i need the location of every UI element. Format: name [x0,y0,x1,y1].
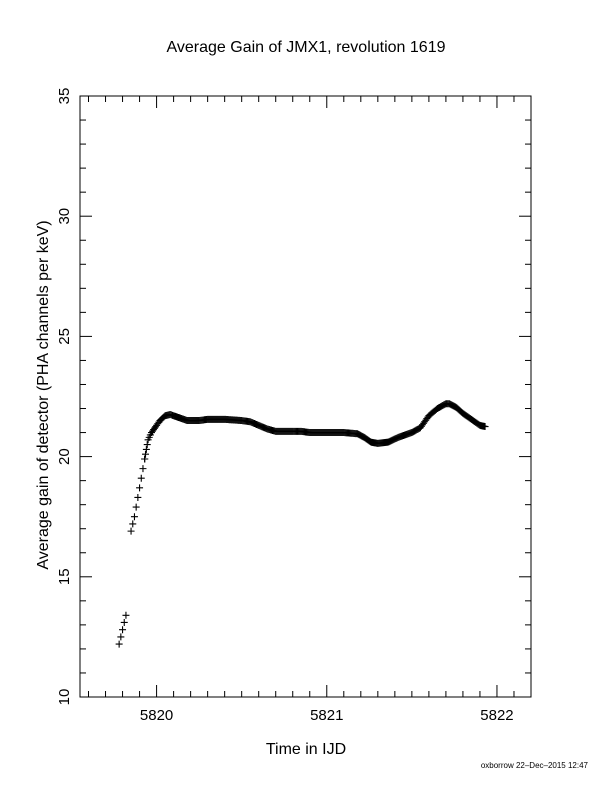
y-tick-label: 25 [56,328,73,345]
y-tick-label: 10 [56,689,73,706]
data-point [117,633,125,641]
data-point [137,474,145,482]
y-tick-label: 20 [56,448,73,465]
data-point [129,520,137,528]
y-axis-label: Average gain of detector (PHA channels p… [35,220,52,569]
y-tick-label: 15 [56,568,73,585]
data-point [122,611,130,619]
data-point [142,450,150,458]
data-point [127,527,135,535]
data-points [115,400,489,648]
data-point [120,618,128,626]
footer-stamp: oxborrow 22–Dec–2015 12:47 [481,761,589,770]
data-point [130,513,138,521]
data-point [143,441,151,449]
x-tick-label: 5820 [140,707,173,724]
x-tick-label: 5821 [310,707,343,724]
data-point [115,640,123,648]
data-point [481,423,489,431]
data-point [132,503,140,511]
data-point [119,626,127,634]
y-tick-label: 30 [56,208,73,225]
plot-frame [79,95,532,698]
data-point [142,445,150,453]
data-point [139,465,147,473]
data-point [134,493,142,501]
axis-ticks [80,95,532,698]
x-axis-label: Time in IJD [266,741,346,758]
x-tick-label: 5822 [480,707,513,724]
data-point [141,455,149,463]
data-point [136,484,144,492]
y-tick-label: 35 [56,88,73,105]
chart-title: Average Gain of JMX1, revolution 1619 [167,39,446,56]
tick-labels: 5820 5821 5822 10 15 20 25 30 35 [56,88,514,724]
